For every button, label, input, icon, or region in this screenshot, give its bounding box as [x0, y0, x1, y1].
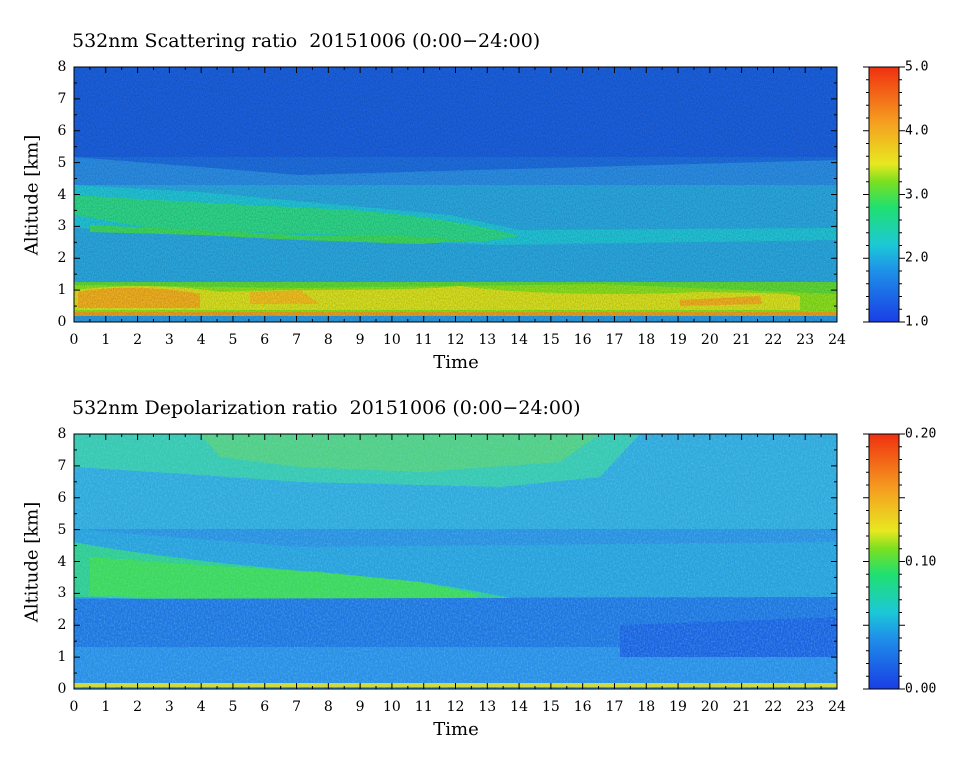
- x-tick-label: 17: [605, 699, 624, 715]
- x-tick-label: 11: [414, 699, 433, 715]
- x-tick-label: 9: [355, 699, 365, 715]
- y-tick-label: 4: [57, 186, 67, 203]
- x-tick-label: 18: [637, 332, 656, 348]
- x-tick-label: 16: [573, 699, 592, 715]
- x-tick-label: 7: [292, 332, 301, 348]
- depolarization-ratio-plot: [73, 433, 905, 690]
- x-tick-label: 24: [828, 332, 846, 348]
- y-tick-label: 5: [57, 154, 67, 171]
- x-tick-label: 22: [764, 332, 783, 348]
- x-tick-label: 0: [69, 699, 79, 715]
- x-tick-label: 2: [133, 699, 143, 715]
- x-tick-label: 18: [637, 699, 656, 715]
- y-tick-label: 5: [57, 521, 67, 538]
- x-tick-label: 1: [101, 332, 111, 348]
- y-tick-label: 0: [57, 681, 67, 697]
- y-tick-label: 2: [57, 617, 67, 634]
- colorbar-tick-label: 4.0: [905, 123, 929, 139]
- colorbar: [868, 66, 900, 323]
- x-tick-label: 23: [796, 332, 815, 348]
- colorbar: [868, 433, 900, 690]
- x-tick-label: 21: [732, 699, 751, 715]
- x-tick-label: 1: [101, 699, 111, 715]
- x-tick-label: 4: [196, 699, 206, 715]
- x-tick-label: 0: [69, 332, 79, 348]
- x-tick-label: 8: [323, 699, 333, 715]
- x-tick-label: 15: [541, 699, 560, 715]
- x-tick-label: 23: [796, 699, 815, 715]
- x-tick-label: 24: [828, 699, 846, 715]
- x-axis-label: Time: [433, 719, 479, 740]
- x-tick-label: 14: [510, 699, 528, 715]
- x-tick-label: 9: [355, 332, 365, 348]
- x-tick-label: 19: [669, 332, 687, 348]
- x-tick-label: 17: [605, 332, 624, 348]
- depolarization-ratio-panel: 532nm Depolarization ratio 20151006 (0:0…: [0, 367, 960, 752]
- x-tick-label: 10: [382, 699, 401, 715]
- y-tick-label: 7: [57, 90, 67, 107]
- y-tick-label: 7: [57, 457, 67, 474]
- y-tick-label: 1: [57, 649, 67, 666]
- x-tick-label: 8: [323, 332, 333, 348]
- y-tick-label: 3: [57, 585, 67, 602]
- x-tick-label: 19: [669, 699, 687, 715]
- x-tick-label: 21: [732, 332, 751, 348]
- y-tick-label: 2: [57, 250, 67, 267]
- y-axis-label: Altitude [km]: [21, 501, 43, 623]
- x-tick-label: 7: [292, 699, 301, 715]
- x-tick-label: 2: [133, 332, 143, 348]
- colorbar-tick-label: 1.0: [905, 314, 929, 330]
- x-tick-label: 15: [541, 332, 560, 348]
- x-tick-label: 20: [700, 332, 719, 348]
- x-tick-label: 6: [260, 332, 270, 348]
- x-tick-label: 16: [573, 332, 592, 348]
- scattering-ratio-plot: [73, 66, 905, 323]
- y-tick-label: 8: [57, 59, 67, 75]
- colorbar-tick-label: 0.20: [905, 426, 937, 442]
- y-tick-label: 8: [57, 426, 67, 442]
- y-tick-label: 3: [57, 218, 67, 235]
- x-tick-label: 10: [382, 332, 401, 348]
- x-tick-label: 14: [510, 332, 528, 348]
- x-tick-label: 3: [164, 332, 174, 348]
- x-tick-label: 5: [228, 332, 238, 348]
- y-tick-label: 6: [57, 489, 67, 506]
- x-tick-label: 12: [446, 332, 465, 348]
- x-tick-label: 13: [478, 699, 497, 715]
- y-tick-label: 6: [57, 122, 67, 139]
- y-tick-label: 0: [57, 314, 67, 330]
- y-tick-label: 4: [57, 553, 67, 570]
- x-tick-label: 3: [164, 699, 174, 715]
- colorbar-tick-label: 3.0: [905, 187, 929, 202]
- y-axis-label: Altitude [km]: [21, 134, 43, 256]
- x-tick-label: 6: [260, 699, 270, 715]
- chart-title: 532nm Depolarization ratio 20151006 (0:0…: [72, 397, 581, 419]
- axis-ticks: [73, 66, 905, 323]
- axis-ticks: [73, 433, 905, 690]
- x-tick-label: 13: [478, 332, 497, 348]
- chart-title: 532nm Scattering ratio 20151006 (0:00−24…: [72, 30, 541, 52]
- x-tick-label: 4: [196, 332, 206, 348]
- x-tick-label: 12: [446, 699, 465, 715]
- colorbar-tick-label: 2.0: [905, 250, 929, 266]
- y-tick-label: 1: [57, 282, 67, 299]
- heatmap-field: [74, 67, 837, 322]
- x-tick-label: 11: [414, 332, 433, 348]
- colorbar-tick-label: 0.10: [905, 554, 937, 569]
- colorbar-tick-label: 0.00: [905, 681, 937, 697]
- x-axis-label: Time: [433, 352, 479, 373]
- x-tick-label: 22: [764, 699, 783, 715]
- scattering-ratio-panel: 532nm Scattering ratio 20151006 (0:00−24…: [21, 30, 929, 373]
- colorbar-tick-label: 5.0: [905, 59, 929, 75]
- x-tick-label: 20: [700, 699, 719, 715]
- x-tick-label: 5: [228, 699, 238, 715]
- heatmap-field: [74, 434, 837, 689]
